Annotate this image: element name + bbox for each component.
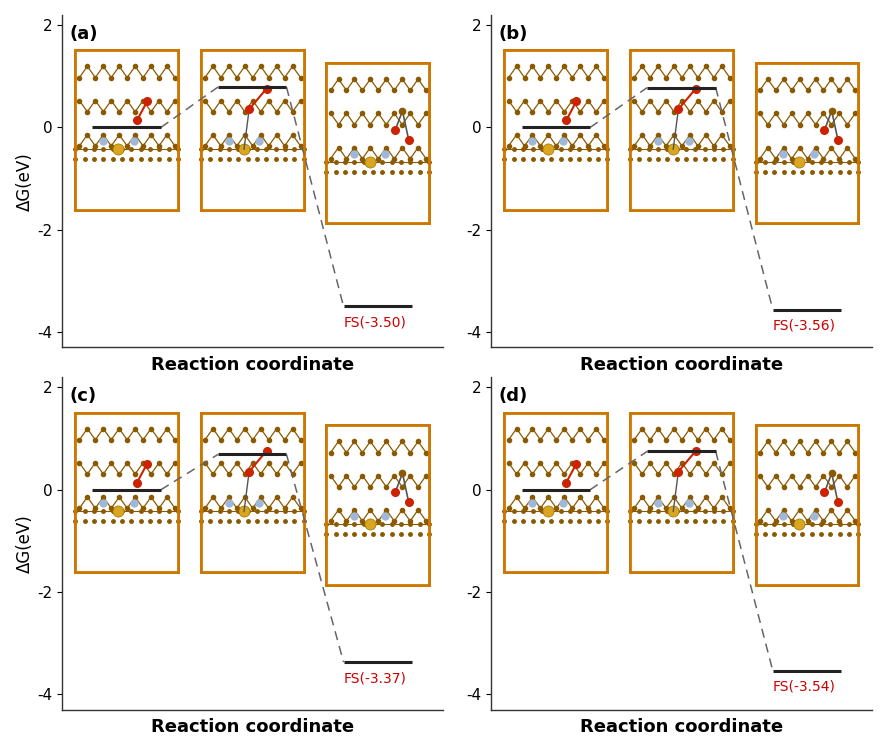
Bar xyxy=(756,425,858,585)
Bar xyxy=(756,425,858,585)
Bar xyxy=(201,412,304,572)
Bar xyxy=(327,63,429,223)
Bar xyxy=(327,63,429,223)
Text: TS(0.78): TS(0.78) xyxy=(643,67,703,81)
Bar xyxy=(75,50,178,210)
Bar xyxy=(630,412,733,572)
Text: FS(-3.56): FS(-3.56) xyxy=(773,319,835,332)
Bar xyxy=(201,412,304,572)
Bar xyxy=(504,412,607,572)
Text: TS(0.69): TS(0.69) xyxy=(214,434,273,447)
Bar xyxy=(504,50,607,210)
Bar xyxy=(327,63,429,223)
Bar xyxy=(756,63,858,223)
Bar xyxy=(756,63,858,223)
Text: IS(0.00): IS(0.00) xyxy=(521,469,576,483)
Bar xyxy=(630,50,733,210)
Text: FS(-3.50): FS(-3.50) xyxy=(343,316,406,329)
X-axis label: Reaction coordinate: Reaction coordinate xyxy=(150,718,354,736)
Bar xyxy=(756,425,858,585)
Text: IS(0.00): IS(0.00) xyxy=(92,469,147,483)
Bar xyxy=(201,50,304,210)
Bar xyxy=(75,50,178,210)
Bar xyxy=(201,50,304,210)
Bar xyxy=(327,425,429,585)
Bar xyxy=(756,63,858,223)
Text: FS(-3.37): FS(-3.37) xyxy=(343,672,406,685)
Text: (c): (c) xyxy=(70,387,96,405)
Bar xyxy=(201,50,304,210)
Bar xyxy=(327,425,429,585)
Bar xyxy=(630,50,733,210)
Text: FS(-3.54): FS(-3.54) xyxy=(773,680,835,694)
Text: (b): (b) xyxy=(499,25,528,43)
Bar xyxy=(327,425,429,585)
Bar xyxy=(75,412,178,572)
Bar xyxy=(630,412,733,572)
Bar xyxy=(504,412,607,572)
Bar xyxy=(75,50,178,210)
Bar xyxy=(201,412,304,572)
Text: TS(0.75): TS(0.75) xyxy=(643,431,702,444)
X-axis label: Reaction coordinate: Reaction coordinate xyxy=(580,718,783,736)
X-axis label: Reaction coordinate: Reaction coordinate xyxy=(150,356,354,374)
Text: TS(0.79): TS(0.79) xyxy=(214,66,273,81)
Text: IS(0.00): IS(0.00) xyxy=(521,107,576,121)
Y-axis label: ΔG(eV): ΔG(eV) xyxy=(16,152,35,211)
Bar xyxy=(504,412,607,572)
Bar xyxy=(504,50,607,210)
Text: IS(0.00): IS(0.00) xyxy=(92,107,147,121)
Bar xyxy=(630,412,733,572)
Bar xyxy=(630,50,733,210)
Bar xyxy=(75,412,178,572)
Text: (a): (a) xyxy=(70,25,98,43)
Text: (d): (d) xyxy=(499,387,528,405)
X-axis label: Reaction coordinate: Reaction coordinate xyxy=(580,356,783,374)
Bar xyxy=(75,412,178,572)
Bar xyxy=(504,50,607,210)
Y-axis label: ΔG(eV): ΔG(eV) xyxy=(16,514,35,573)
